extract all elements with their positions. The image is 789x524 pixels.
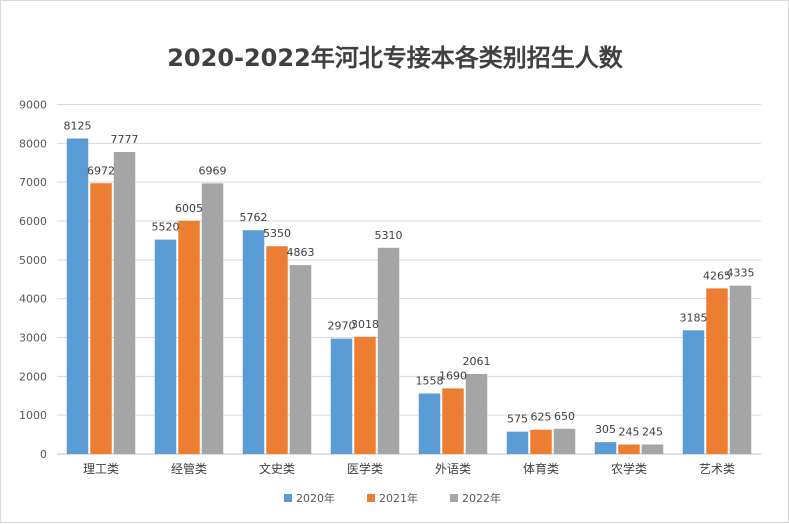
bar: [682, 330, 705, 454]
bar: [377, 247, 400, 454]
legend-swatch: [367, 494, 375, 502]
bar: [242, 230, 265, 454]
x-tick-label: 体育类: [523, 461, 559, 476]
data-label: 2970: [328, 320, 356, 333]
data-label: 1558: [416, 374, 444, 387]
y-tick-label: 2000: [19, 370, 47, 383]
y-tick-label: 1000: [19, 409, 47, 422]
y-tick-label: 9000: [19, 99, 47, 112]
data-label: 8125: [64, 119, 92, 132]
y-tick-label: 5000: [19, 254, 47, 267]
data-label: 5520: [152, 221, 180, 234]
x-tick-label: 医学类: [347, 461, 383, 476]
bar: [418, 393, 441, 454]
x-tick-label: 经管类: [171, 461, 207, 476]
data-label: 3185: [680, 311, 708, 324]
bar: [553, 428, 576, 454]
data-label: 6969: [199, 164, 227, 177]
data-label: 1690: [439, 369, 467, 382]
data-label: 4863: [287, 246, 315, 259]
y-tick-label: 8000: [19, 137, 47, 150]
data-label: 625: [531, 411, 552, 424]
legend-swatch: [284, 494, 292, 502]
bar: [641, 444, 664, 454]
bar: [354, 336, 376, 454]
data-label: 305: [595, 423, 616, 436]
y-tick-label: 0: [40, 448, 47, 461]
bar: [113, 151, 136, 454]
data-label: 2061: [463, 355, 491, 368]
bar: [266, 246, 288, 454]
data-label: 4335: [727, 267, 755, 280]
bar: [66, 138, 89, 454]
bar: [289, 265, 312, 454]
bar: [442, 388, 464, 454]
data-label: 245: [642, 425, 663, 438]
data-label: 575: [507, 413, 528, 426]
legend-label: 2022年: [462, 491, 501, 505]
y-tick-label: 4000: [19, 293, 47, 306]
data-label: 7777: [111, 133, 139, 146]
x-tick-label: 农学类: [611, 461, 647, 476]
x-tick-label: 艺术类: [699, 462, 735, 476]
bar: [178, 220, 200, 454]
data-label: 5762: [240, 211, 268, 224]
bar: [729, 285, 752, 454]
data-label: 5350: [263, 227, 291, 240]
x-tick-label: 外语类: [435, 462, 471, 476]
data-labels: 8125 6972 7777 5520 6005 6969 5762 5350 4863 2970…: [64, 119, 755, 438]
bar: [465, 373, 488, 454]
data-label: 245: [619, 425, 640, 438]
bar: [201, 183, 224, 455]
bar: [530, 429, 552, 454]
chart-title: 2020-2022年河北专接本各类别招生人数: [167, 44, 624, 72]
data-label: 6972: [87, 164, 115, 177]
y-tick-label: 3000: [19, 332, 47, 345]
data-label: 3018: [351, 318, 379, 331]
bar: [330, 338, 353, 454]
x-tick-label: 文史类: [259, 461, 295, 476]
data-label: 5310: [375, 229, 403, 242]
legend-swatch: [450, 494, 458, 502]
bar: [594, 442, 617, 454]
data-label: 4265: [703, 269, 731, 282]
bar: [618, 444, 640, 454]
bar: [706, 288, 728, 454]
x-tick-label: 理工类: [83, 462, 119, 476]
y-tick-label: 6000: [19, 215, 47, 228]
legend-label: 2021年: [379, 491, 418, 505]
y-tick-label: 7000: [19, 176, 47, 189]
data-label: 650: [554, 410, 575, 423]
x-axis: 理工类 经管类 文史类 医学类 外语类 体育类 农学类 艺术类: [83, 461, 735, 476]
y-axis: 0 1000 2000 3000 4000 5000 6000 7000 8000 9000: [19, 99, 47, 462]
bar: [506, 431, 529, 454]
bars: [66, 138, 752, 455]
data-label: 6005: [175, 202, 203, 215]
legend-label: 2020年: [296, 491, 335, 505]
bar: [154, 239, 177, 454]
legend: 2020年 2021年 2022年: [284, 491, 501, 505]
bar: [90, 183, 112, 454]
